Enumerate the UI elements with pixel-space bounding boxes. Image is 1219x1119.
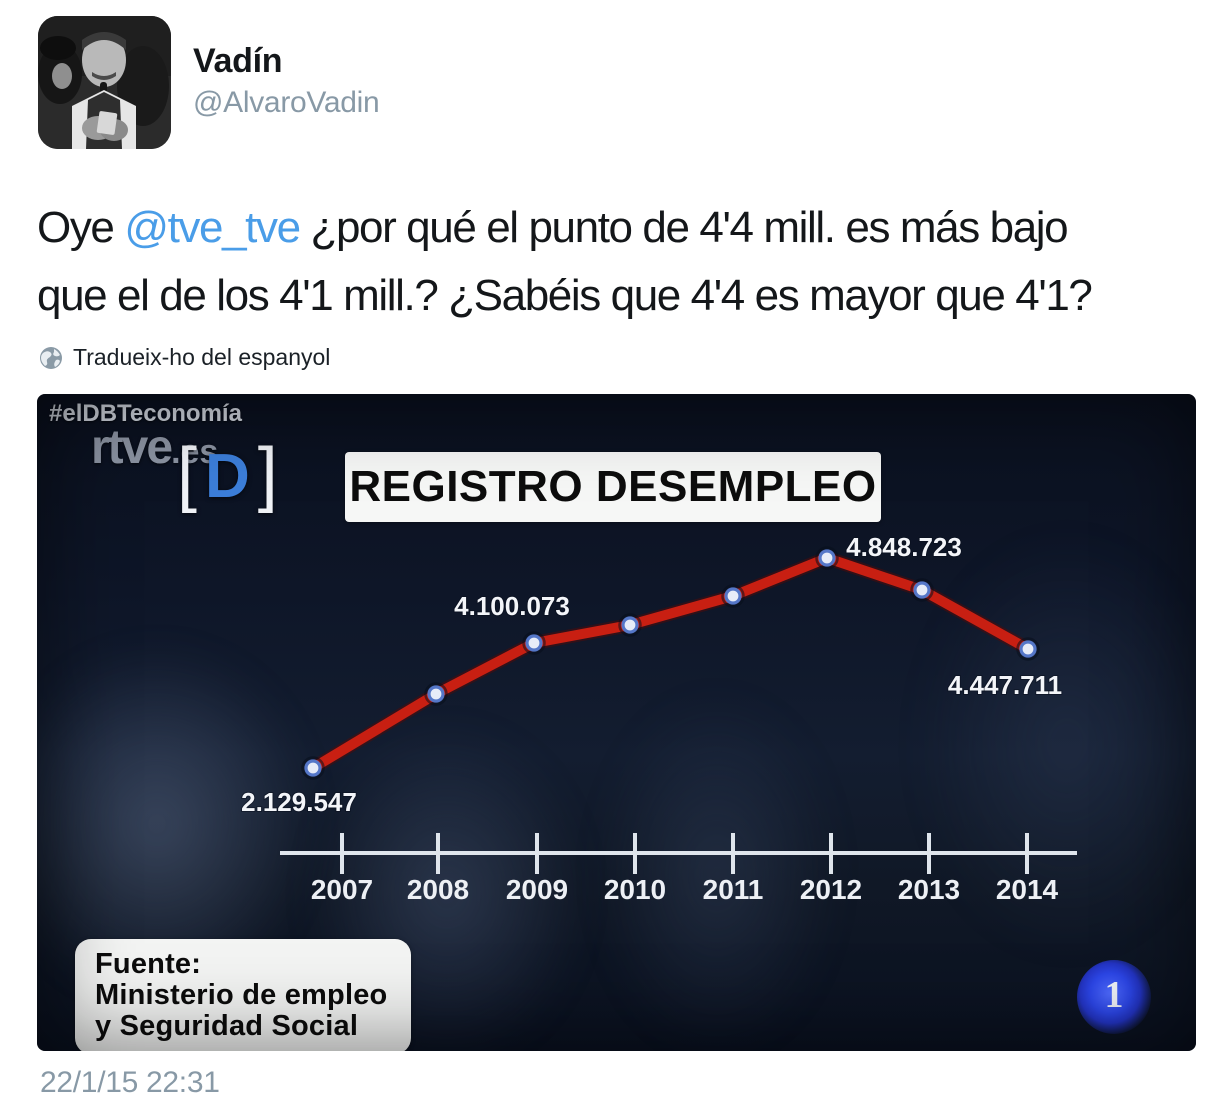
tve1-channel-logo: 1 [1077,960,1151,1034]
x-axis-year-label: 2007 [311,874,373,905]
chart-title: REGISTRO DESEMPLEO [349,462,877,511]
tweet-text-line2: que el de los 4'1 mill.? ¿Sabéis que 4'4… [37,271,1093,320]
bracket-left: [ [177,434,198,514]
data-point [724,587,742,605]
series-line [308,553,1033,773]
data-point-halo [301,756,325,780]
x-axis-year-label: 2009 [506,874,568,905]
data-point-value-label: 4.848.723 [846,532,962,562]
data-point [304,759,322,777]
translate-label: Tradueix-ho del espanyol [73,344,331,370]
source-box: Fuente: Ministerio de empleo y Seguridad… [75,939,412,1051]
x-axis-year-label: 2012 [800,874,862,905]
data-point-halo [522,631,546,655]
avatar-photo [38,16,171,149]
data-point [913,581,931,599]
data-point [427,685,445,703]
tve1-number: 1 [1104,974,1124,1016]
rtve-logo: rtve.es [91,420,218,475]
x-axis-year-label: 2014 [996,874,1059,905]
d-letter: D [205,442,250,511]
data-point-halo [721,584,745,608]
x-axis-year-label: 2013 [898,874,960,905]
data-point-halo [1016,637,1040,661]
data-point-value-label: 4.447.711 [948,670,1062,700]
source-line: Ministerio de empleo [95,979,388,1011]
source-line: Fuente: [95,948,202,980]
tweet-text-prefix: Oye [37,203,125,252]
embedded-image[interactable]: #elDBTeconomía rtve.es [ D ] REGISTRO DE… [37,394,1196,1051]
debate-program-logo: [ D ] [177,438,278,510]
chart-title-box: REGISTRO DESEMPLEO [345,452,881,522]
x-axis-year-label: 2008 [407,874,469,905]
tweet-text-line1-rest: ¿por qué el punto de 4'4 mill. es más ba… [299,203,1068,252]
data-point-halo [618,613,642,637]
author-handle[interactable]: @AlvaroVadin [193,86,380,119]
unemployment-line-chart: 2007 2008 2009 2010 2011 2012 2013 2014 2.129.54… [240,531,1077,905]
x-axis-year-label: 2010 [604,874,666,905]
data-point-halo [910,578,934,602]
rtve-logo-suffix: .es [171,433,219,471]
translate-link[interactable]: Tradueix-ho del espanyol [39,344,330,371]
tweet-text-line1: Oye @tve_tve ¿por qué el punto de 4'4 mi… [37,194,1197,262]
bracket-right: ] [257,434,278,514]
mention-link[interactable]: @tve_tve [124,203,301,252]
data-point [621,616,639,634]
avatar[interactable] [38,16,171,149]
data-point-value-label: 4.100.073 [454,591,570,621]
data-point [525,634,543,652]
globe-icon [40,346,62,369]
x-axis-year-label: 2011 [703,874,764,905]
data-point [818,549,836,567]
rtve-logo-text: rtve [91,421,173,474]
author-name[interactable]: Vadín [193,42,283,80]
data-point-halo [815,546,839,570]
source-line: y Seguridad Social [95,1010,359,1042]
data-point-value-label: 2.129.547 [241,787,357,817]
tweet-text: Oye @tve_tve ¿por qué el punto de 4'4 mi… [37,194,1197,330]
timestamp[interactable]: 22/1/15 22:31 [40,1066,220,1099]
data-point [1019,640,1037,658]
data-point-halo [424,682,448,706]
program-hashtag: #elDBTeconomía [49,400,242,427]
